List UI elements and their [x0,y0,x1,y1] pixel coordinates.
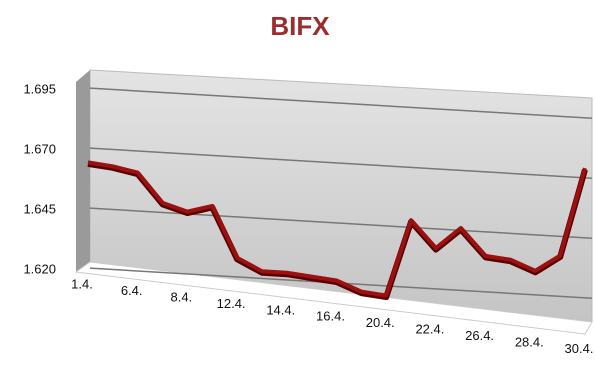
y-tick-label: 1.695 [23,81,56,96]
data-line [87,160,587,298]
x-tick-label: 1.4. [71,276,93,291]
x-tick-label: 28.4. [515,335,544,350]
chart-title: BIFX [270,11,330,41]
x-tick-label: 26.4. [465,328,494,343]
grid-line [89,207,593,239]
x-tick-label: 8.4. [171,289,193,304]
x-tick-label: 16.4. [316,309,345,324]
x-tick-label: 12.4. [217,296,246,311]
x-tick-label: 30.4. [565,341,594,356]
floor [74,261,593,335]
x-tick-label: 20.4. [366,315,395,330]
y-tick-label: 1.670 [23,141,56,156]
plot-area [74,69,593,335]
grid-line [89,147,593,179]
x-tick-label: 14.4. [266,302,295,317]
x-tick-label: 6.4. [121,283,143,298]
y-tick-label: 1.620 [23,261,56,276]
grid-line [89,87,593,119]
side-wall [76,70,90,272]
x-tick-label: 22.4. [415,322,444,337]
y-tick-label: 1.645 [23,201,56,216]
